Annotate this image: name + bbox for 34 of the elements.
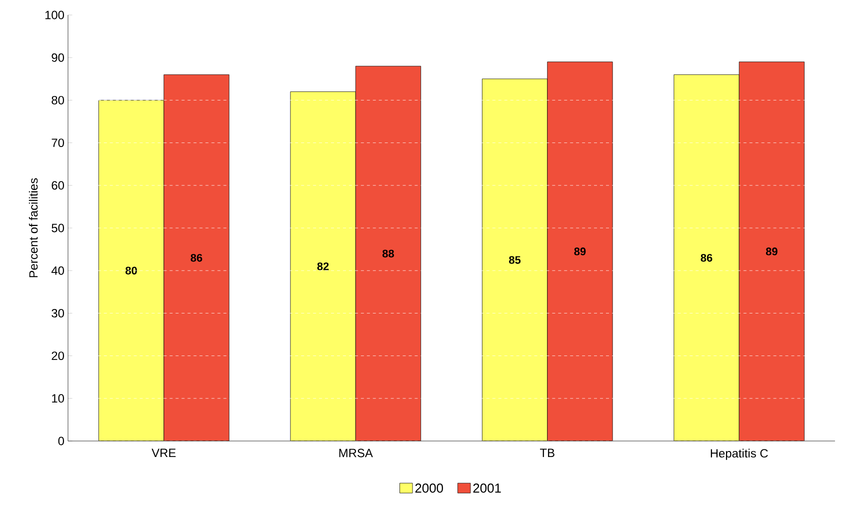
y-axis-title: Percent of facilities <box>28 178 38 278</box>
y-tick-label: 10 <box>52 394 64 403</box>
bar <box>674 74 740 441</box>
y-tick-label: 70 <box>52 138 64 148</box>
bar <box>547 62 613 441</box>
data-label: 85 <box>509 256 521 264</box>
bar <box>164 74 230 441</box>
data-label: 86 <box>700 254 712 262</box>
y-tick-label: 40 <box>51 266 64 275</box>
x-tick-label: Hepatitis C <box>710 448 768 460</box>
data-label: 82 <box>317 262 329 270</box>
data-label: 88 <box>382 250 394 258</box>
bar <box>738 62 805 441</box>
y-tick-label: 0 <box>58 436 64 446</box>
legend-label: 2000 <box>415 484 444 493</box>
y-tick-label: 30 <box>52 308 64 318</box>
data-label: 86 <box>190 254 202 262</box>
x-tick-label: VRE <box>152 448 176 457</box>
bar <box>98 100 164 441</box>
y-tick-label: 100 <box>45 10 64 20</box>
data-label: 80 <box>126 266 137 274</box>
bar <box>290 92 356 441</box>
x-tick-label: MRSA <box>339 448 373 458</box>
legend-label: 2001 <box>473 484 501 493</box>
y-tick-label: 50 <box>52 224 64 232</box>
bar <box>356 66 421 441</box>
data-label: 89 <box>574 248 586 256</box>
x-tick-label: TB <box>540 448 554 457</box>
bar <box>482 78 548 441</box>
y-tick-label: 20 <box>52 352 64 360</box>
y-tick-label: 60 <box>52 181 64 190</box>
y-tick-label: 90 <box>52 53 64 62</box>
data-label: 89 <box>766 248 778 256</box>
y-tick-label: 80 <box>52 96 64 104</box>
